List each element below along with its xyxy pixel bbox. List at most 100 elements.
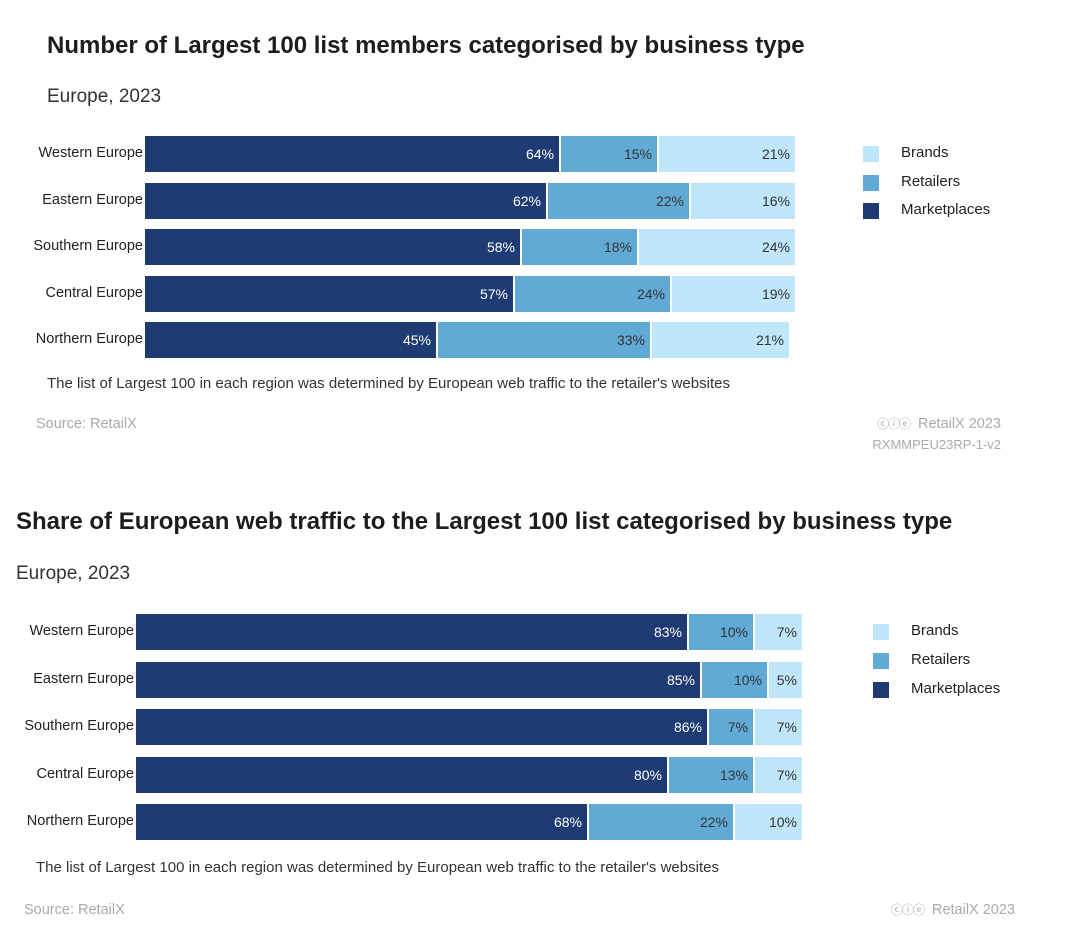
- data-label: 58%: [486, 239, 515, 255]
- data-label: 33%: [616, 332, 645, 348]
- bar-segment-marketplaces: 85%: [136, 661, 702, 698]
- bar-segment-brands: 24%: [639, 229, 795, 265]
- data-label: 57%: [479, 285, 508, 302]
- legend-label: Retailers: [901, 172, 961, 190]
- data-label: 21%: [761, 146, 790, 162]
- bar-row-northern-europe: 45% 33% 21%: [145, 322, 795, 358]
- category-label-central-europe: Central Europe: [36, 765, 134, 782]
- chart-title: Share of European web traffic to the Lar…: [16, 508, 953, 535]
- legend-swatch: [873, 653, 889, 669]
- data-label: 7%: [776, 766, 797, 783]
- data-label: 10%: [719, 624, 748, 640]
- legend-label: Brands: [901, 144, 949, 161]
- bar-row-southern-europe: 86% 7% 7%: [136, 709, 802, 745]
- legend-label: Marketplaces: [901, 201, 991, 218]
- data-label: 15%: [623, 146, 652, 162]
- data-label: 24%: [636, 285, 665, 302]
- data-label: 7%: [776, 719, 797, 735]
- legend-swatch: [873, 682, 889, 698]
- chart-code: RXMMPEU23RP-1-v2: [872, 437, 1001, 452]
- bar-segment-retailers: 10%: [702, 661, 769, 698]
- data-label: 62%: [512, 192, 541, 209]
- bar-row-western-europe: 83% 10% 7%: [136, 614, 802, 650]
- category-label-eastern-europe: Eastern Europe: [42, 191, 143, 208]
- data-label: 10%: [768, 814, 797, 830]
- chart-subtitle: Europe, 2023: [47, 86, 162, 107]
- chart-note: The list of Largest 100 in each region w…: [36, 859, 719, 876]
- legend-swatch: [873, 624, 889, 640]
- data-label: 7%: [776, 624, 797, 640]
- category-label-northern-europe: Northern Europe: [35, 331, 143, 347]
- bar-segment-marketplaces: 86%: [136, 709, 709, 745]
- data-label: 80%: [633, 766, 662, 783]
- category-label-southern-europe: Southern Europe: [24, 718, 134, 734]
- creative-commons-icon: ⓒⓘⓔ: [890, 903, 925, 917]
- bar-segment-retailers: 22%: [589, 804, 735, 840]
- bar-segment-marketplaces: 80%: [136, 756, 669, 793]
- credit: ⓒⓘⓔ RetailX 2023: [891, 901, 1015, 918]
- bar-row-eastern-europe: 85% 10% 5%: [136, 661, 802, 698]
- data-label: 86%: [673, 719, 702, 735]
- legend-swatch: [863, 174, 879, 191]
- category-label-western-europe: Western Europe: [29, 623, 134, 639]
- data-label: 19%: [761, 285, 790, 302]
- data-label: 64%: [525, 146, 554, 162]
- bar-segment-retailers: 10%: [689, 614, 755, 650]
- bar-segment-brands: 7%: [755, 756, 802, 793]
- credit: ⓒⓘⓔ RetailX 2023: [877, 415, 1001, 432]
- category-label-northern-europe: Northern Europe: [26, 813, 134, 829]
- bar-segment-retailers: 15%: [561, 136, 659, 172]
- credit-text: RetailX 2023: [917, 416, 1001, 432]
- bar-segment-marketplaces: 64%: [145, 136, 561, 172]
- data-label: 85%: [666, 671, 695, 688]
- data-label: 5%: [776, 671, 797, 688]
- bar-segment-brands: 7%: [755, 614, 802, 650]
- bar-segment-marketplaces: 83%: [136, 614, 689, 650]
- data-label: 24%: [761, 239, 790, 255]
- source-text: Source: RetailX: [24, 902, 125, 918]
- data-label: 16%: [761, 192, 790, 209]
- category-label-central-europe: Central Europe: [45, 284, 143, 301]
- source-text: Source: RetailX: [36, 416, 137, 432]
- bar-segment-retailers: 33%: [438, 322, 652, 358]
- legend-swatch: [863, 146, 879, 162]
- bar-segment-brands: 5%: [769, 661, 802, 698]
- data-label: 21%: [755, 332, 784, 348]
- bar-row-northern-europe: 68% 22% 10%: [136, 804, 802, 840]
- data-label: 83%: [653, 624, 682, 640]
- bar-segment-marketplaces: 57%: [145, 275, 515, 312]
- bar-segment-brands: 7%: [755, 709, 802, 745]
- chart-1: Number of Largest 100 list members categ…: [33, 32, 1001, 452]
- data-label: 68%: [553, 814, 582, 830]
- legend-label: Brands: [911, 622, 959, 639]
- bar-segment-brands: 10%: [735, 804, 802, 840]
- credit-text: RetailX 2023: [931, 902, 1015, 918]
- data-label: 22%: [655, 192, 684, 209]
- data-label: 7%: [727, 719, 748, 735]
- bar-row-eastern-europe: 62% 22% 16%: [145, 182, 795, 219]
- chart-note: The list of Largest 100 in each region w…: [47, 375, 730, 392]
- bar-segment-retailers: 18%: [522, 229, 639, 265]
- data-label: 10%: [733, 671, 762, 688]
- bar-segment-retailers: 22%: [548, 182, 691, 219]
- bar-segment-brands: 16%: [691, 182, 795, 219]
- bar-row-western-europe: 64% 15% 21%: [145, 136, 795, 172]
- bar-segment-brands: 19%: [672, 275, 795, 312]
- bar-row-central-europe: 80% 13% 7%: [136, 756, 802, 793]
- bar-segment-marketplaces: 62%: [145, 182, 548, 219]
- data-label: 45%: [402, 332, 431, 348]
- bar-segment-marketplaces: 45%: [145, 322, 438, 358]
- chart-title: Number of Largest 100 list members categ…: [47, 32, 805, 59]
- bar-segment-retailers: 24%: [515, 275, 672, 312]
- category-label-southern-europe: Southern Europe: [33, 238, 143, 254]
- creative-commons-icon: ⓒⓘⓔ: [876, 417, 911, 431]
- bar-segment-marketplaces: 58%: [145, 229, 522, 265]
- legend-label: Marketplaces: [911, 680, 1001, 697]
- legend-swatch: [863, 203, 879, 219]
- bar-segment-retailers: 7%: [709, 709, 755, 745]
- legend-label: Retailers: [911, 651, 971, 668]
- chart-subtitle: Europe, 2023: [16, 563, 131, 584]
- data-label: 13%: [719, 766, 748, 783]
- bar-segment-retailers: 13%: [669, 756, 755, 793]
- bar-segment-brands: 21%: [652, 322, 789, 358]
